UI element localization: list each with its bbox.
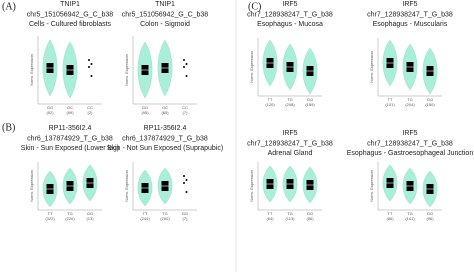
count: (226)	[65, 216, 75, 221]
count: (7)	[183, 110, 189, 115]
y-label: Norm. Expression	[124, 54, 129, 86]
genotype: CC	[87, 105, 93, 110]
y-label: Norm. Expression	[249, 51, 254, 83]
count: (113)	[285, 216, 295, 221]
point	[90, 63, 93, 65]
plot-title: IRF5	[282, 1, 297, 8]
count: (92)	[46, 110, 54, 115]
panel-label: (C)	[248, 1, 261, 12]
y-label: Norm. Expression	[29, 170, 34, 202]
genotype: TG	[287, 211, 293, 216]
point	[185, 63, 188, 65]
genotype: GC	[162, 105, 168, 110]
panel-label: (B)	[2, 122, 15, 133]
count: (200)	[160, 216, 170, 221]
count: (13)	[86, 216, 94, 221]
y-label: Norm. Expression	[249, 170, 254, 202]
plot-title: IRF5	[282, 130, 297, 137]
plot-title: chr7_128938247_T_G_b38	[247, 140, 333, 147]
count: (99)	[66, 110, 74, 115]
plot-title: Cells - Cultured fibroblasts	[29, 21, 112, 28]
genotype: GG	[142, 105, 148, 110]
count: (169)	[305, 102, 315, 107]
count: (64)	[266, 216, 274, 221]
plot-title: chr5_151056942_G_C_b38	[27, 11, 114, 18]
y-label: Norm. Expression	[369, 170, 374, 202]
genotype: GG	[87, 211, 93, 216]
plot-title: chr6_137874929_T_G_b38	[27, 135, 113, 142]
plot-title: RP11-356I2.4	[144, 125, 187, 132]
genotype: GG	[427, 97, 433, 102]
plot-title: IRF5	[402, 130, 417, 137]
plot-title: Colon - Sigmoid	[140, 21, 190, 28]
count: (204)	[405, 102, 415, 107]
point	[185, 179, 188, 181]
plot-title: Esophagus - Muscularis	[373, 21, 448, 28]
y-label: Norm. Expression	[369, 51, 374, 83]
plot-title: Esophagus - Mucosa	[257, 21, 323, 28]
count: (141)	[405, 216, 415, 221]
point	[90, 75, 93, 77]
count: (7)	[183, 216, 189, 221]
count: (2)	[88, 110, 94, 115]
genotype: TG	[407, 211, 413, 216]
point	[185, 75, 188, 77]
count: (60)	[161, 110, 169, 115]
point	[183, 182, 185, 184]
plot-title: Skin - Not Sun Exposed (Suprapubic)	[107, 145, 223, 152]
genotype: TT	[268, 211, 273, 216]
point	[185, 191, 188, 193]
genotype: GG	[47, 105, 53, 110]
point	[88, 59, 90, 61]
plot-title: Skin - Sun Exposed (Lower leg)	[21, 145, 119, 152]
count: (322)	[45, 216, 55, 221]
point	[183, 59, 185, 61]
plot-title: Adrenal Gland	[268, 150, 313, 157]
plot-title: chr5_151056942_G_C_b38	[122, 11, 209, 18]
plot-title: TNIP1	[155, 1, 175, 8]
genotype: TG	[162, 211, 168, 216]
count: (208)	[285, 102, 295, 107]
count: (244)	[140, 216, 150, 221]
count: (101)	[385, 102, 395, 107]
genotype: TT	[268, 97, 273, 102]
count: (56)	[306, 216, 314, 221]
genotype: TT	[143, 211, 148, 216]
plot-title: RP11-356I2.4	[49, 125, 92, 132]
count: (96)	[426, 216, 434, 221]
genotype: GG	[427, 211, 433, 216]
plot-title: chr6_137874929_T_G_b38	[122, 135, 208, 142]
genotype: TG	[287, 97, 293, 102]
plot-title: TNIP1	[60, 1, 80, 8]
point	[183, 175, 185, 177]
genotype: GG	[307, 97, 313, 102]
plot-title: IRF5	[402, 1, 417, 8]
count: (120)	[265, 102, 275, 107]
point	[88, 66, 90, 68]
genotype: TT	[388, 97, 393, 102]
genotype: GG	[307, 211, 313, 216]
genotype: TT	[48, 211, 53, 216]
plot-title: chr7_128938247_T_G_b38	[367, 11, 453, 18]
count: (95)	[141, 110, 149, 115]
count: (86)	[386, 216, 394, 221]
plot-title: Esophagus - Gastroesophageal Junction	[347, 150, 474, 157]
point	[183, 66, 185, 68]
plot-title: chr7_128938247_T_G_b38	[247, 11, 333, 18]
genotype: CC	[182, 105, 188, 110]
y-label: Norm. Expression	[124, 170, 129, 202]
genotype: TG	[407, 97, 413, 102]
genotype: GG	[182, 211, 188, 216]
plot-title: chr7_128938247_T_G_b38	[367, 140, 453, 147]
genotype: GC	[67, 105, 73, 110]
count: (160)	[425, 102, 435, 107]
genotype: TG	[67, 211, 73, 216]
genotype: TT	[388, 211, 393, 216]
panel-label: (A)	[2, 1, 16, 12]
y-label: Norm. Expression	[29, 54, 34, 86]
